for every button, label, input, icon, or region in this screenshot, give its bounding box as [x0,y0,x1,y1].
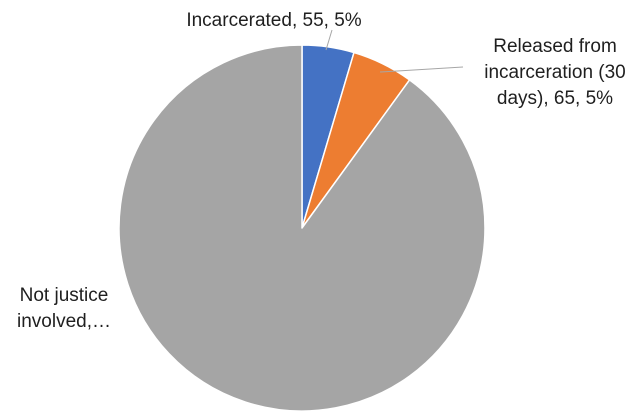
data-label-line: days), 65, 5% [497,88,613,109]
data-label-line: Not justice [20,285,109,306]
leader-line-released-from-incarceration-30-days [379,66,464,73]
data-label-line: involved,… [17,311,111,332]
data-label-incarcerated: Incarcerated, 55, 5% [186,10,361,31]
pie-slice-not-justice-involved [118,44,486,411]
data-label-not-justice-involved: Not justice involved,… [17,285,111,332]
leader-line-incarcerated [325,29,333,51]
data-label-line: Released from [493,36,617,57]
data-label-released-from-incarceration-30-days: Released from incarceration (30 days), 65,… [484,36,626,109]
data-label-line: incarceration (30 [484,62,626,83]
leader-lines [325,29,464,73]
data-label-line: Incarcerated, 55, 5% [186,10,361,31]
data-labels: Incarcerated, 55, 5% Released from incarce… [17,10,626,332]
pie-slices [118,44,486,411]
